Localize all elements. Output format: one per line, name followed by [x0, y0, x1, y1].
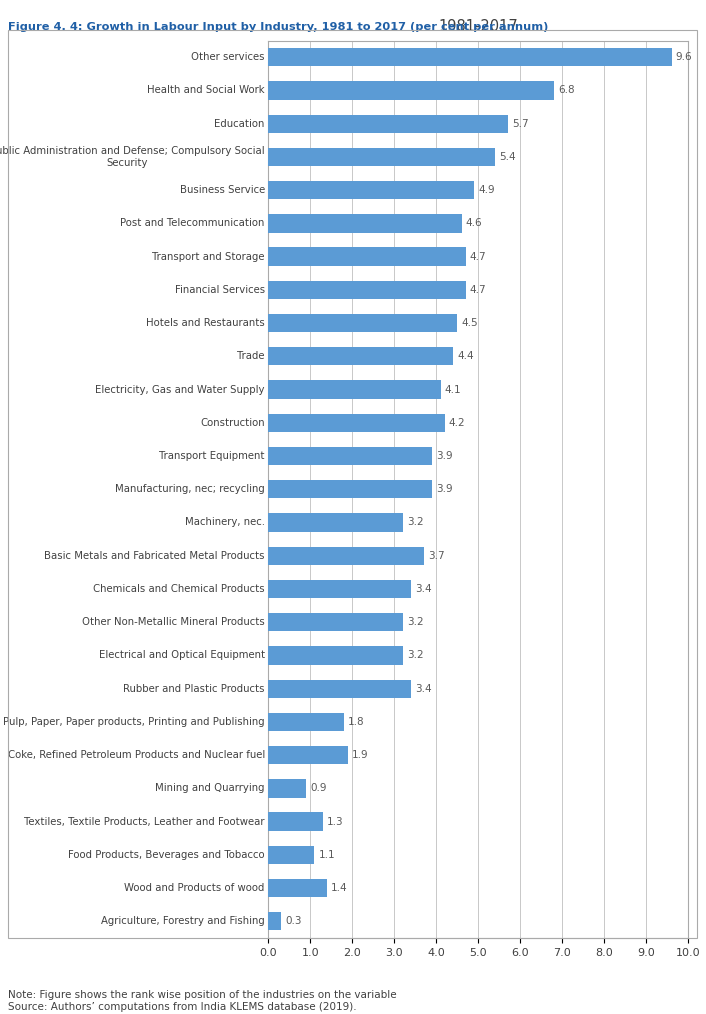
- Text: Transport and Storage: Transport and Storage: [152, 251, 265, 262]
- Bar: [268, 613, 402, 632]
- Bar: [268, 180, 474, 200]
- Text: 5.4: 5.4: [499, 152, 516, 162]
- Text: 4.4: 4.4: [457, 351, 474, 361]
- Text: 3.4: 3.4: [415, 683, 432, 694]
- Text: Chemicals and Chemical Products: Chemicals and Chemical Products: [93, 584, 265, 594]
- Text: 3.2: 3.2: [407, 618, 424, 628]
- Text: Electrical and Optical Equipment: Electrical and Optical Equipment: [99, 650, 265, 660]
- Text: Business Service: Business Service: [179, 186, 265, 195]
- Text: 0.9: 0.9: [311, 784, 327, 793]
- Text: Mining and Quarrying: Mining and Quarrying: [155, 784, 265, 793]
- Bar: [268, 281, 466, 299]
- Bar: [268, 214, 462, 232]
- Text: 4.5: 4.5: [462, 318, 478, 329]
- Text: Electricity, Gas and Water Supply: Electricity, Gas and Water Supply: [95, 384, 265, 394]
- Text: 1.1: 1.1: [318, 850, 335, 860]
- Bar: [268, 879, 327, 897]
- Text: Agriculture, Forestry and Fishing: Agriculture, Forestry and Fishing: [101, 917, 265, 927]
- Bar: [268, 380, 441, 399]
- Text: Post and Telecommunication: Post and Telecommunication: [121, 218, 265, 228]
- Bar: [268, 447, 432, 465]
- Text: Public Administration and Defense; Compulsory Social
Security: Public Administration and Defense; Compu…: [0, 146, 265, 167]
- Text: Machinery, nec.: Machinery, nec.: [185, 517, 265, 527]
- Bar: [268, 779, 306, 798]
- Text: 4.9: 4.9: [479, 186, 495, 195]
- Bar: [268, 48, 671, 66]
- Bar: [268, 314, 457, 333]
- Text: 6.8: 6.8: [558, 85, 575, 95]
- Text: 5.7: 5.7: [512, 119, 529, 129]
- Title: 1981-2017: 1981-2017: [438, 19, 518, 33]
- Bar: [268, 646, 402, 664]
- Bar: [268, 115, 508, 133]
- Text: 3.9: 3.9: [436, 485, 453, 494]
- Text: Coke, Refined Petroleum Products and Nuclear fuel: Coke, Refined Petroleum Products and Nuc…: [8, 750, 265, 760]
- Text: Textiles, Textile Products, Leather and Footwear: Textiles, Textile Products, Leather and …: [24, 816, 265, 826]
- Bar: [268, 679, 411, 698]
- Text: Rubber and Plastic Products: Rubber and Plastic Products: [124, 683, 265, 694]
- Bar: [268, 846, 314, 864]
- Text: 4.2: 4.2: [449, 418, 465, 428]
- Text: Financial Services: Financial Services: [174, 285, 265, 295]
- Text: 3.4: 3.4: [415, 584, 432, 594]
- Text: 1.4: 1.4: [331, 883, 348, 893]
- Text: Hotels and Restaurants: Hotels and Restaurants: [146, 318, 265, 329]
- Text: Figure 4. 4: Growth in Labour Input by Industry, 1981 to 2017 (per cent per annu: Figure 4. 4: Growth in Labour Input by I…: [8, 22, 549, 32]
- Text: Education: Education: [215, 119, 265, 129]
- Bar: [268, 480, 432, 499]
- Bar: [268, 513, 402, 531]
- Text: Basic Metals and Fabricated Metal Products: Basic Metals and Fabricated Metal Produc…: [44, 551, 265, 561]
- Text: 4.1: 4.1: [445, 384, 461, 394]
- Text: Food Products, Beverages and Tobacco: Food Products, Beverages and Tobacco: [68, 850, 265, 860]
- Bar: [268, 812, 323, 830]
- Text: Transport Equipment: Transport Equipment: [160, 451, 265, 461]
- Bar: [268, 414, 445, 432]
- Bar: [268, 913, 281, 931]
- Text: 4.7: 4.7: [470, 285, 486, 295]
- Bar: [268, 713, 344, 731]
- Text: 9.6: 9.6: [676, 52, 693, 62]
- Text: Trade: Trade: [237, 351, 265, 361]
- Text: 4.6: 4.6: [466, 218, 482, 228]
- Text: Note: Figure shows the rank wise position of the industries on the variable
Sour: Note: Figure shows the rank wise positio…: [8, 991, 397, 1012]
- Text: 1.9: 1.9: [352, 750, 369, 760]
- Bar: [268, 81, 554, 99]
- Bar: [268, 148, 495, 166]
- Text: 3.2: 3.2: [407, 650, 424, 660]
- Bar: [268, 347, 453, 365]
- Bar: [268, 580, 411, 598]
- Text: 4.7: 4.7: [470, 251, 486, 262]
- Text: 3.9: 3.9: [436, 451, 453, 461]
- Bar: [268, 247, 466, 266]
- Text: 1.8: 1.8: [348, 717, 365, 727]
- Text: Other services: Other services: [191, 52, 265, 62]
- Bar: [268, 746, 348, 765]
- Text: 1.3: 1.3: [327, 816, 344, 826]
- Text: Other Non-Metallic Mineral Products: Other Non-Metallic Mineral Products: [82, 618, 265, 628]
- Text: Pulp, Paper, Paper products, Printing and Publishing: Pulp, Paper, Paper products, Printing an…: [3, 717, 265, 727]
- Text: Health and Social Work: Health and Social Work: [147, 85, 265, 95]
- Text: 3.7: 3.7: [428, 551, 445, 561]
- Bar: [268, 547, 424, 565]
- Text: 3.2: 3.2: [407, 517, 424, 527]
- Text: 0.3: 0.3: [285, 917, 301, 927]
- Text: Wood and Products of wood: Wood and Products of wood: [124, 883, 265, 893]
- Text: Manufacturing, nec; recycling: Manufacturing, nec; recycling: [115, 485, 265, 494]
- Text: Construction: Construction: [200, 418, 265, 428]
